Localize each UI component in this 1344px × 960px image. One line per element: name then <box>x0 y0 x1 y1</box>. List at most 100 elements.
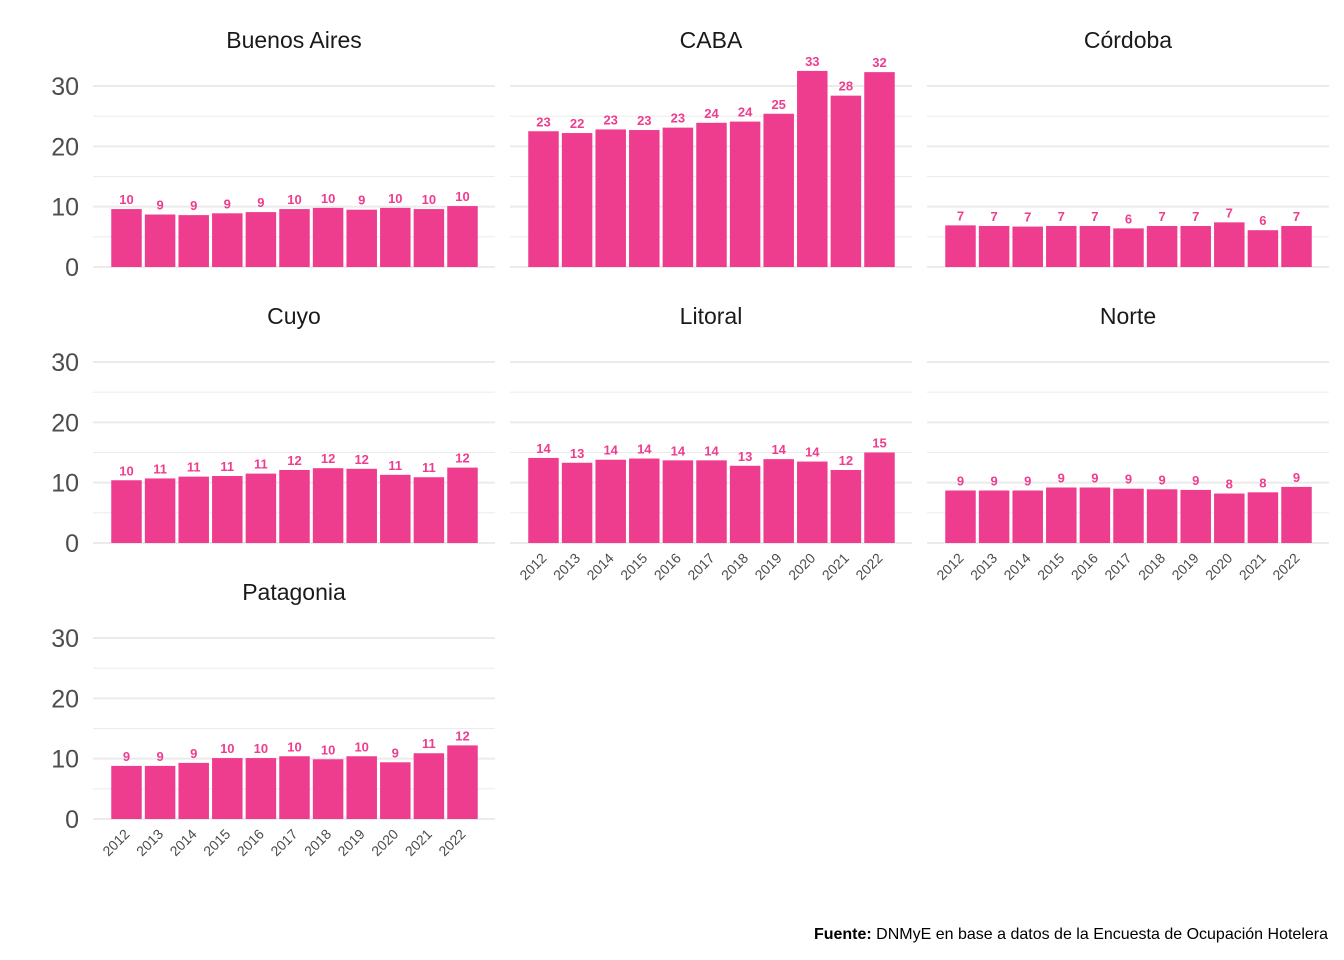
data-label: 14 <box>771 442 786 457</box>
data-label: 10 <box>220 741 234 756</box>
bar-caba-2015 <box>629 130 660 267</box>
bar-buenos-aires-2018 <box>312 207 344 267</box>
x-tick-label: 2015 <box>1034 550 1067 583</box>
data-label: 10 <box>354 739 368 754</box>
data-label: 10 <box>422 192 436 207</box>
data-label: 23 <box>671 111 685 126</box>
data-label: 32 <box>872 55 886 70</box>
data-label: 10 <box>455 189 469 204</box>
bar-cordoba-2017 <box>1113 228 1144 267</box>
bar-norte-2012 <box>945 490 976 543</box>
bar-patagonia-2022 <box>447 745 478 819</box>
y-tick-label: 0 <box>65 806 79 834</box>
data-label: 8 <box>1259 475 1266 490</box>
bar-cordoba-2021 <box>1247 230 1279 267</box>
bar-litoral-2018 <box>729 465 761 543</box>
bar-litoral-2019 <box>763 459 794 543</box>
panel-title-cuyo: Cuyo <box>267 303 321 329</box>
y-tick-label: 20 <box>51 409 79 437</box>
bar-patagonia-2014 <box>178 762 209 819</box>
data-label: 23 <box>536 114 550 129</box>
data-label: 12 <box>839 453 853 468</box>
bar-buenos-aires-2015 <box>212 213 243 267</box>
data-label: 12 <box>354 452 368 467</box>
bar-buenos-aires-2017 <box>279 209 310 267</box>
bar-buenos-aires-2019 <box>346 209 377 267</box>
bar-cordoba-2020 <box>1214 222 1245 267</box>
bar-caba-2022 <box>864 72 895 267</box>
bar-caba-2019 <box>763 113 794 268</box>
bar-buenos-aires-2021 <box>413 209 445 267</box>
bar-caba-2014 <box>595 129 626 267</box>
x-tick-label: 2021 <box>1236 550 1269 583</box>
bar-cordoba-2016 <box>1079 225 1111 267</box>
bar-litoral-2012 <box>528 457 559 543</box>
data-label: 14 <box>704 443 719 458</box>
x-tick-label: 2015 <box>200 826 233 859</box>
bar-patagonia-2019 <box>346 756 377 819</box>
data-label: 9 <box>1293 470 1300 485</box>
data-label: 11 <box>187 460 201 475</box>
bar-cuyo-2017 <box>279 469 310 543</box>
data-label: 14 <box>536 441 551 456</box>
x-tick-label: 2013 <box>550 550 583 583</box>
bar-cordoba-2014 <box>1012 226 1043 267</box>
data-label: 11 <box>153 461 167 476</box>
bar-buenos-aires-2012 <box>111 209 142 267</box>
source-caption-label: Fuente: <box>813 926 872 943</box>
x-tick-label: 2021 <box>819 550 852 583</box>
bar-patagonia-2013 <box>144 765 176 819</box>
bar-cordoba-2018 <box>1146 225 1178 267</box>
data-label: 15 <box>872 436 886 451</box>
data-label: 10 <box>388 191 402 206</box>
data-label: 14 <box>805 445 820 460</box>
data-label: 22 <box>570 116 584 131</box>
data-label: 9 <box>224 196 231 211</box>
data-label: 7 <box>1226 205 1233 220</box>
bar-patagonia-2018 <box>312 759 344 819</box>
bar-cuyo-2020 <box>380 474 411 543</box>
panel-title-norte: Norte <box>1100 303 1156 329</box>
data-label: 10 <box>321 742 335 757</box>
y-tick-label: 10 <box>51 746 79 774</box>
data-label: 9 <box>990 474 997 489</box>
data-label: 7 <box>1024 210 1031 225</box>
data-label: 9 <box>358 193 365 208</box>
bar-cuyo-2019 <box>346 468 377 543</box>
data-label: 12 <box>455 451 469 466</box>
bar-cuyo-2012 <box>111 480 142 543</box>
data-label: 23 <box>637 113 651 128</box>
x-tick-label: 2022 <box>852 550 885 583</box>
bar-cordoba-2015 <box>1046 225 1077 267</box>
data-label: 9 <box>957 474 964 489</box>
x-tick-label: 2022 <box>435 826 468 859</box>
y-tick-label: 30 <box>51 349 79 377</box>
data-label: 8 <box>1226 477 1233 492</box>
bar-cuyo-2013 <box>144 478 176 543</box>
bar-cuyo-2016 <box>245 473 277 543</box>
data-label: 9 <box>1091 470 1098 485</box>
bar-buenos-aires-2014 <box>178 215 209 267</box>
data-label: 10 <box>119 463 133 478</box>
x-tick-label: 2012 <box>516 550 549 583</box>
bar-buenos-aires-2013 <box>144 214 176 267</box>
y-tick-label: 10 <box>51 194 79 222</box>
y-tick-label: 20 <box>51 133 79 161</box>
bar-litoral-2013 <box>561 462 593 543</box>
bar-litoral-2020 <box>797 461 828 543</box>
y-tick-label: 30 <box>51 73 79 101</box>
bar-cuyo-2022 <box>447 467 478 543</box>
bar-cordoba-2019 <box>1180 225 1211 267</box>
bar-litoral-2017 <box>696 460 727 543</box>
bar-caba-2020 <box>797 70 828 268</box>
x-tick-label: 2019 <box>1168 550 1201 583</box>
x-tick-label: 2021 <box>402 826 435 859</box>
bar-cuyo-2018 <box>312 468 344 543</box>
data-label: 7 <box>1091 209 1098 224</box>
y-tick-label: 20 <box>51 685 79 713</box>
data-label: 7 <box>1192 209 1199 224</box>
data-label: 10 <box>254 741 268 756</box>
bar-norte-2014 <box>1012 490 1043 543</box>
data-label: 9 <box>1024 474 1031 489</box>
